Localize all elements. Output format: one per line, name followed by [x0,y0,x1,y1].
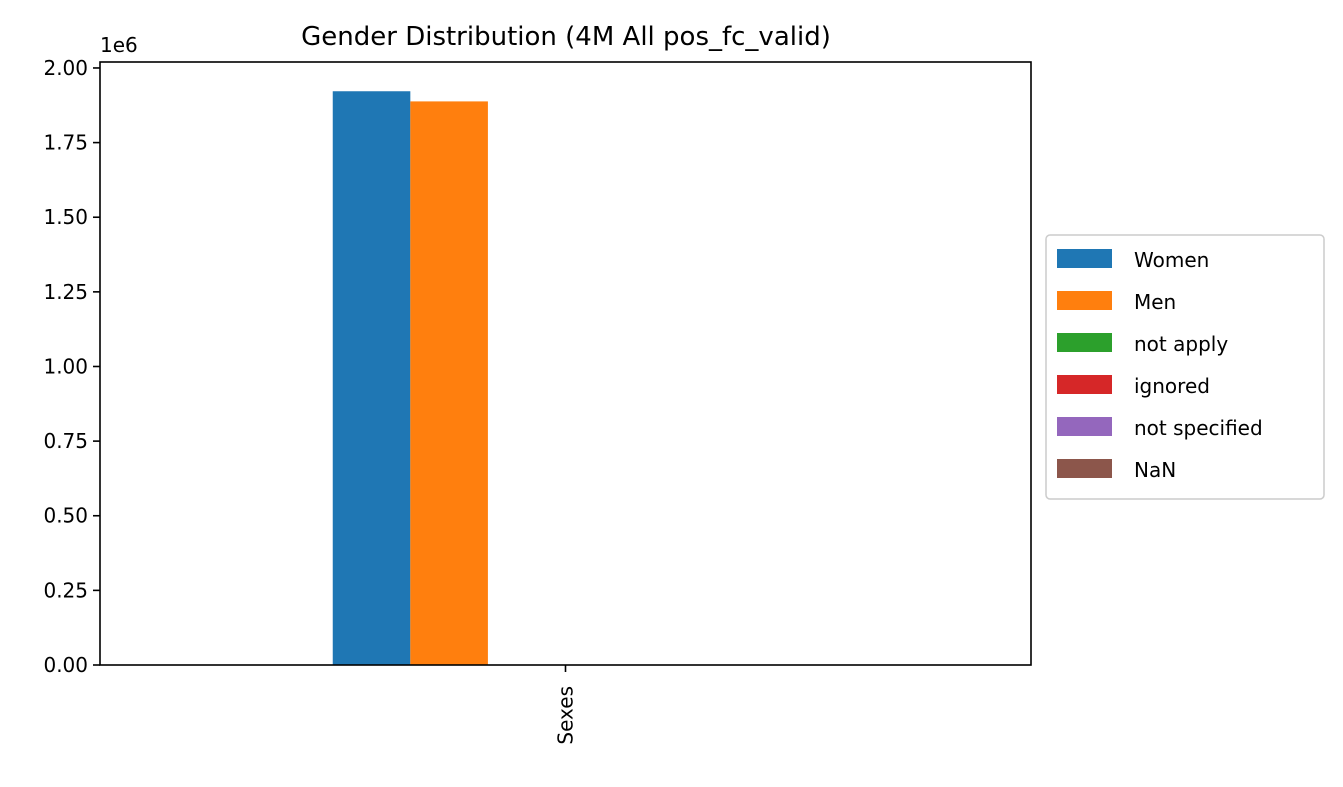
y-tick-label: 0.50 [43,504,88,528]
bar-men [410,101,488,665]
legend-box [1045,234,1325,500]
legend-swatch-men [1057,291,1112,310]
y-axis-offset-label: 1e6 [100,33,138,57]
plot-area: 0.00 0.25 0.50 0.75 1.00 1.25 1.50 1.75 2.00 Sexe… [43,56,1032,745]
legend-label-not-specified: not specified [1134,416,1263,440]
y-tick-label: 0.75 [43,429,88,453]
legend-swatch-ignored [1057,375,1112,394]
legend-label-not-apply: not apply [1134,332,1228,356]
y-tick-label: 1.00 [43,354,88,378]
chart-title: Gender Distribution (4M All pos_fc_valid… [301,22,831,52]
legend-label-nan: NaN [1134,458,1176,482]
bar-women [332,91,411,665]
legend-swatch-women [1057,249,1112,268]
x-tick-label: Sexes [554,686,578,745]
legend-swatch-nan [1057,459,1112,478]
legend: Women Men not apply ignored not specified NaN [1045,234,1325,500]
legend-label-men: Men [1134,290,1176,314]
y-tick-label: 1.50 [43,205,88,229]
y-tick-label: 1.75 [43,131,88,155]
legend-swatch-not-specified [1057,417,1112,436]
y-tick-label: 1.25 [43,280,88,304]
legend-label-ignored: ignored [1134,374,1210,398]
y-tick-label: 0.25 [43,578,88,602]
y-tick-label: 0.00 [43,653,88,677]
legend-label-women: Women [1134,248,1209,272]
legend-swatch-not-apply [1057,333,1112,352]
y-tick-label: 2.00 [43,56,88,80]
